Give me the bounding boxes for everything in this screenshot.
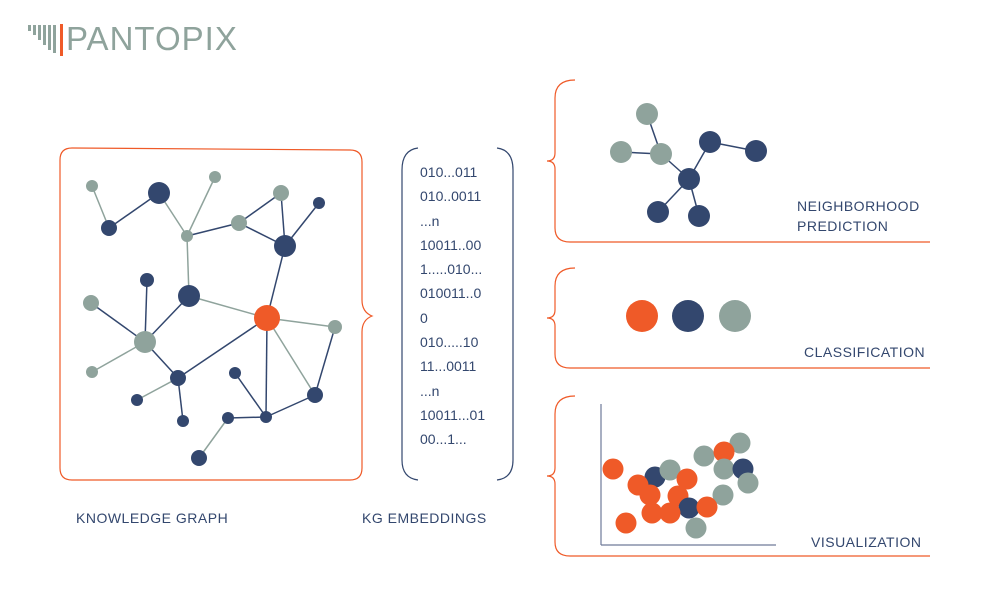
graph-node	[260, 411, 272, 423]
graph-node	[231, 215, 247, 231]
embedding-line: 10011...01	[420, 406, 486, 423]
graph-node	[313, 197, 325, 209]
graph-edge	[234, 372, 267, 418]
graph-node	[191, 450, 207, 466]
logo-text: PANTOPIX	[66, 20, 238, 57]
scatter-point	[712, 484, 734, 506]
scatter-point	[685, 517, 707, 539]
graph-node	[86, 366, 98, 378]
graph-node	[170, 370, 186, 386]
graph-node	[140, 273, 154, 287]
graph-edge	[314, 326, 336, 396]
neighborhood-node	[745, 140, 767, 162]
graph-edge	[266, 317, 316, 396]
embedding-line: 010...011	[420, 164, 478, 180]
graph-node	[274, 235, 296, 257]
graph-edge	[265, 394, 316, 418]
embedding-line: 010011..0	[420, 285, 482, 302]
graph-node	[86, 180, 98, 192]
graph-node	[181, 230, 193, 242]
graph-node	[83, 295, 99, 311]
embedding-line: 1.....010...	[420, 261, 483, 278]
graph-node	[222, 412, 234, 424]
label-knowledge-graph: KNOWLEDGE GRAPH	[76, 510, 229, 526]
output-bracket	[546, 79, 930, 243]
label-neighborhood: NEIGHBORHOOD	[797, 198, 920, 214]
embedding-line: 010.....10	[420, 334, 479, 351]
scatter-point	[602, 458, 624, 480]
graph-edge	[90, 302, 146, 343]
embedding-line: 010..0011	[420, 188, 482, 205]
class-node	[672, 300, 704, 332]
scatter-point	[659, 502, 681, 524]
graph-edge	[186, 176, 216, 237]
knowledge-graph-frame	[59, 147, 374, 481]
label-visualization: VISUALIZATION	[811, 534, 922, 550]
scatter-point	[713, 458, 735, 480]
neighborhood-node	[699, 131, 721, 153]
embedding-line: 0	[420, 309, 428, 326]
graph-node	[229, 367, 241, 379]
graph-node	[328, 320, 342, 334]
scatter-point	[678, 497, 700, 519]
neighborhood-node	[636, 103, 658, 125]
neighborhood-node	[678, 168, 700, 190]
logo-mark	[28, 24, 63, 56]
neighborhood-node	[647, 201, 669, 223]
embeddings-bracket-right	[496, 147, 514, 481]
scatter-point	[641, 502, 663, 524]
graph-edge	[238, 192, 282, 224]
embedding-line: ...n	[420, 382, 440, 399]
scatter-point	[693, 445, 715, 467]
scatter-point	[729, 432, 751, 454]
graph-edge	[186, 222, 240, 237]
graph-node	[148, 182, 170, 204]
scatter-point	[639, 484, 661, 506]
label-prediction: PREDICTION	[797, 218, 889, 234]
graph-edge	[188, 295, 268, 319]
graph-edge	[177, 317, 268, 379]
embedding-line: 10011..00	[420, 236, 482, 253]
graph-edge	[227, 416, 267, 419]
graph-node	[131, 394, 143, 406]
graph-node	[101, 220, 117, 236]
graph-node	[307, 387, 323, 403]
embedding-line: 00...1...	[420, 431, 467, 448]
class-node	[719, 300, 751, 332]
neighborhood-node	[650, 143, 672, 165]
graph-node	[178, 285, 200, 307]
neighborhood-node	[610, 141, 632, 163]
scatter-point	[615, 512, 637, 534]
graph-node	[273, 185, 289, 201]
output-bracket	[546, 395, 930, 557]
embedding-line: ...n	[420, 212, 440, 229]
graph-node	[254, 305, 280, 331]
label-classification: CLASSIFICATION	[804, 344, 926, 360]
embeddings-bracket-left	[401, 147, 419, 481]
scatter-point	[676, 468, 698, 490]
output-bracket	[546, 267, 930, 369]
scatter-point	[659, 459, 681, 481]
neighborhood-node	[688, 205, 710, 227]
graph-edge	[265, 317, 268, 418]
graph-edge	[198, 417, 229, 459]
graph-node	[177, 415, 189, 427]
scatter-point	[713, 441, 735, 463]
embedding-line: 11...0011	[420, 358, 477, 375]
graph-node	[134, 331, 156, 353]
scatter-point	[737, 472, 759, 494]
embeddings-list: 010...011 010..0011 ...n 10011..00 1.....010…	[420, 160, 485, 452]
label-kg-embeddings: KG EMBEDDINGS	[362, 510, 487, 526]
graph-node	[209, 171, 221, 183]
scatter-point	[696, 496, 718, 518]
class-node	[626, 300, 658, 332]
